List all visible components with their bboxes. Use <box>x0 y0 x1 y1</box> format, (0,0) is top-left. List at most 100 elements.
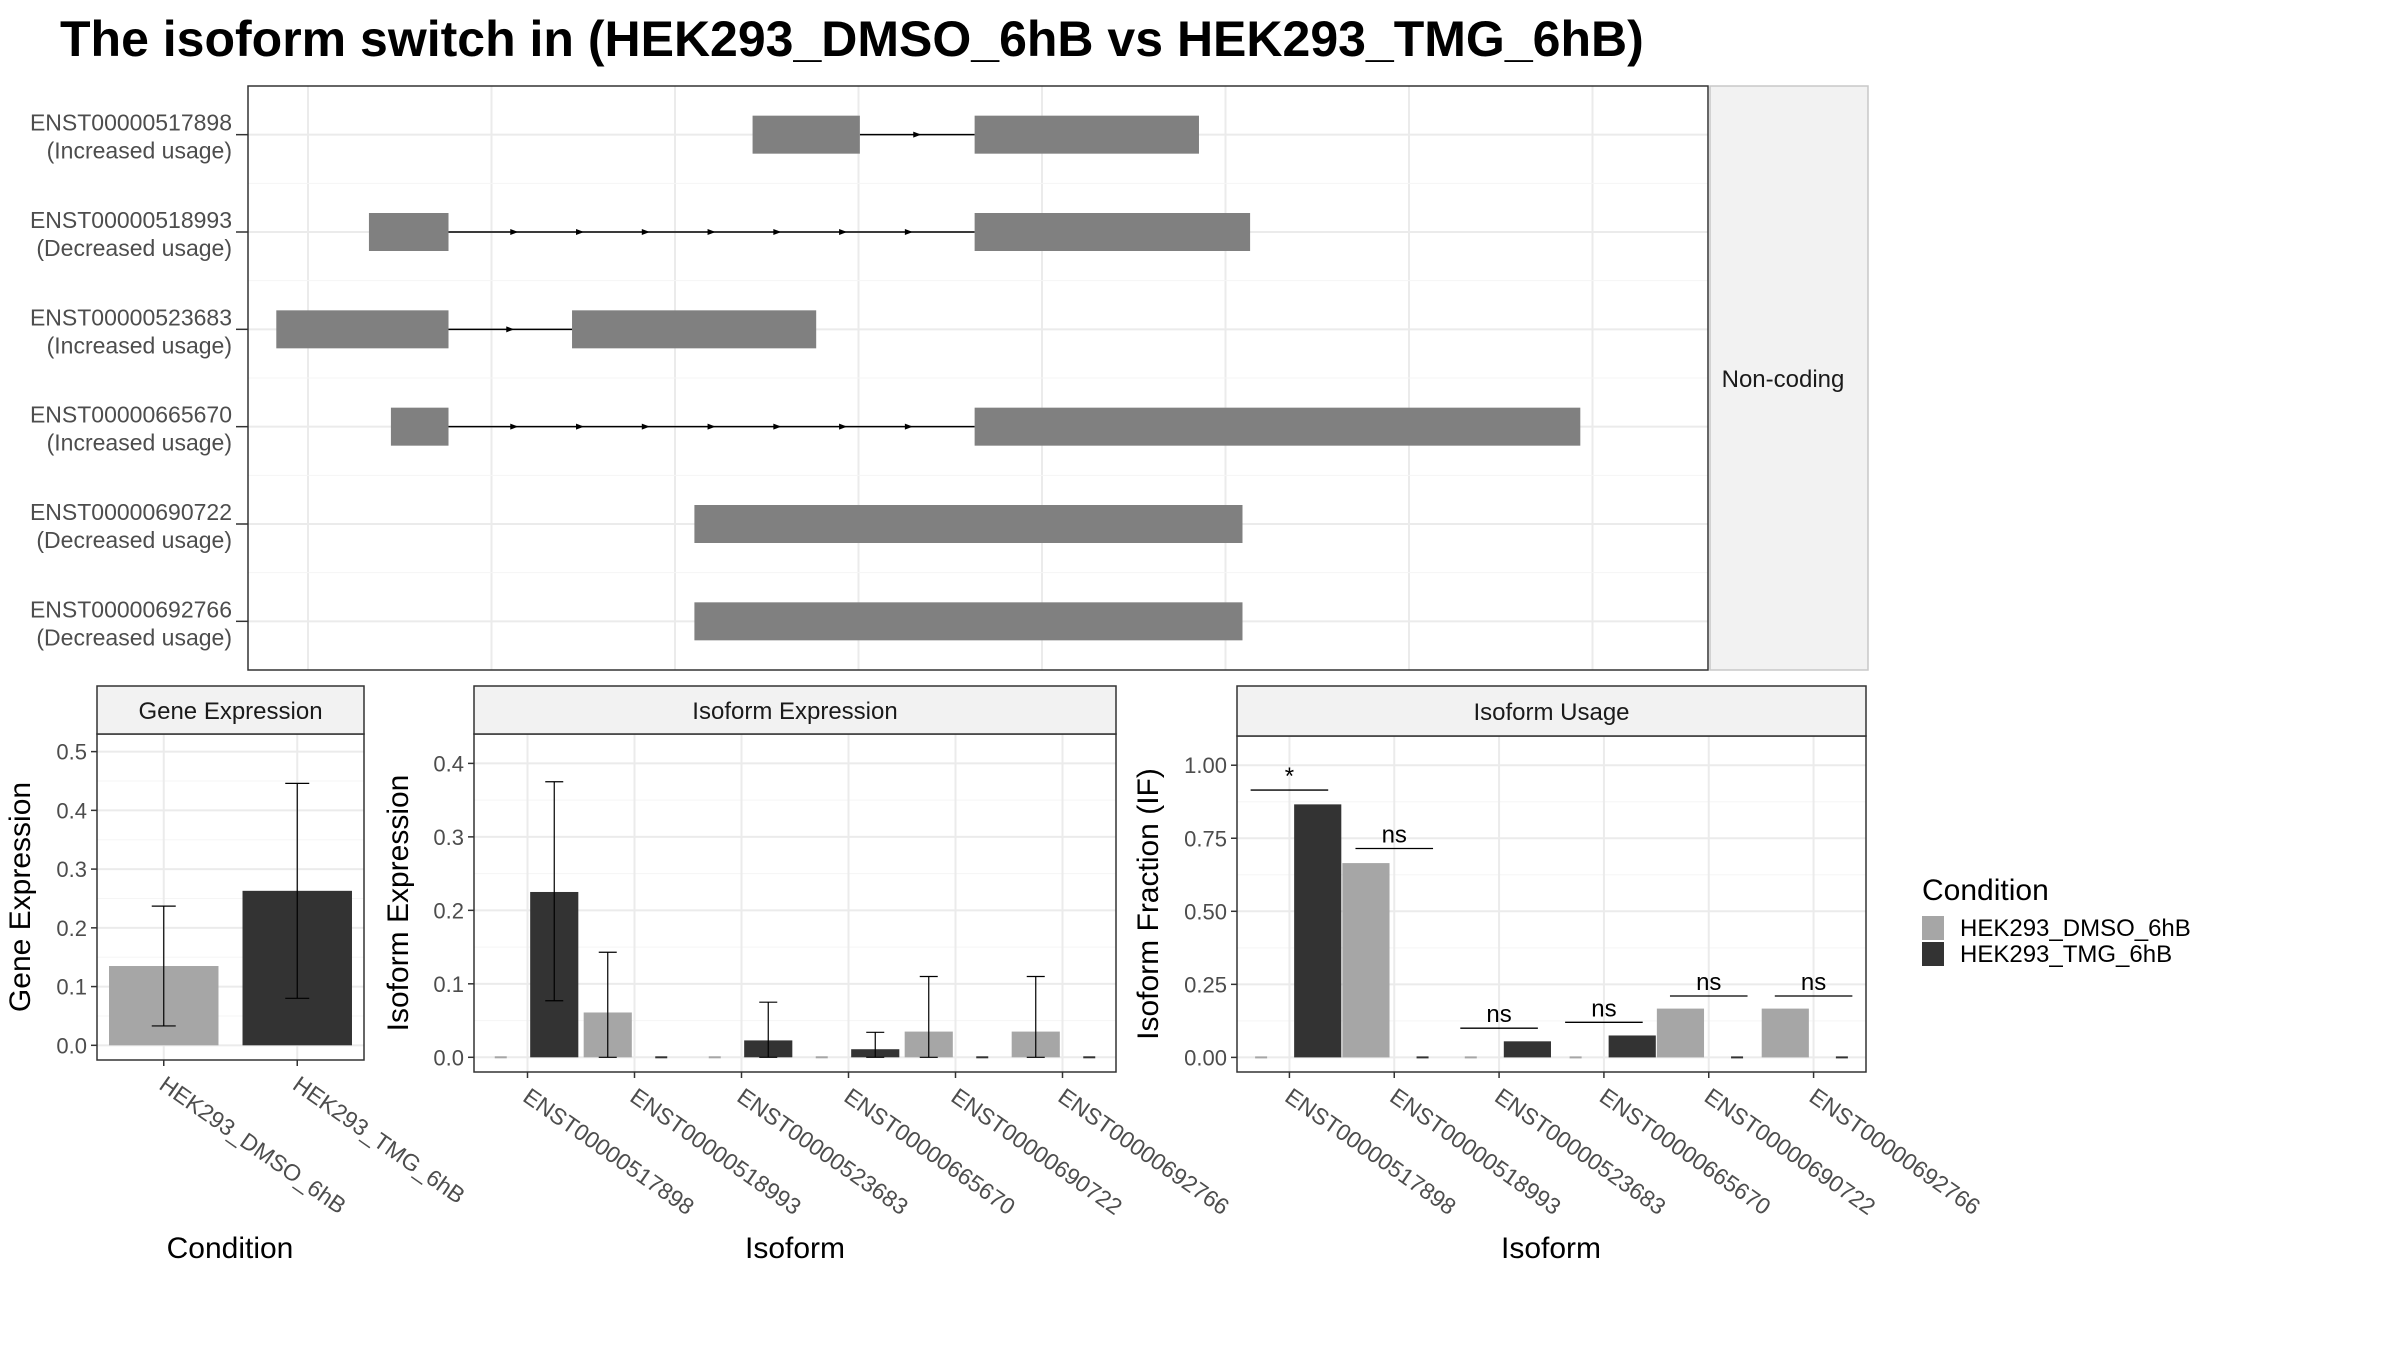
x-axis-title: Condition <box>167 1232 294 1265</box>
structure-strip-label: Non-coding <box>1722 366 1845 393</box>
facet-strip <box>96 685 365 735</box>
panel-background <box>474 734 1116 1072</box>
significance-label: ns <box>1382 821 1407 848</box>
y-axis-title: Isoform Fraction (IF) <box>1132 768 1165 1040</box>
facet-strip-label: Gene Expression <box>138 698 322 725</box>
transcript-status-label: (Decreased usage) <box>36 235 232 261</box>
intron-direction-arrow <box>707 423 716 430</box>
intron-direction-arrow <box>510 229 519 235</box>
y-axis-title: Gene Expression <box>4 782 37 1012</box>
intron-direction-arrow <box>506 326 515 333</box>
x-tick-label: ENST00000518993 <box>626 1083 806 1220</box>
y-tick-label: 0.4 <box>433 751 464 776</box>
transcript-id-label: ENST00000692766 <box>30 596 232 622</box>
bar <box>1761 1008 1809 1058</box>
y-tick-label: 0.2 <box>56 916 87 941</box>
legend-label-dmso: HEK293_DMSO_6hB <box>1960 915 2191 942</box>
exon-block <box>694 602 1243 641</box>
intron-direction-arrow <box>576 229 585 235</box>
transcript-id-label: ENST00000665670 <box>30 402 232 428</box>
intron-direction-arrow <box>510 423 519 430</box>
exon-block <box>572 310 817 349</box>
y-tick-label: 0.5 <box>56 740 87 765</box>
exon-block <box>974 407 1581 446</box>
intron-direction-arrow <box>641 423 650 430</box>
x-tick-label: ENST00000517898 <box>519 1083 699 1220</box>
x-tick-label: ENST00000665670 <box>840 1083 1020 1220</box>
transcript-status-label: (Increased usage) <box>47 430 232 456</box>
bar <box>1503 1041 1551 1058</box>
facet-strip <box>473 685 1117 735</box>
intron-direction-arrow <box>839 423 848 430</box>
panel-background <box>1237 736 1866 1072</box>
legend-key-dmso <box>1922 916 1944 940</box>
transcript-row: ENST00000518993(Decreased usage) <box>30 207 1251 261</box>
x-tick-label: ENST00000523683 <box>1490 1083 1670 1220</box>
x-tick-label: ENST00000665670 <box>1595 1083 1775 1220</box>
significance-label: ns <box>1801 969 1826 996</box>
x-tick-label: ENST00000517898 <box>1281 1083 1461 1220</box>
x-tick-label: ENST00000523683 <box>733 1083 913 1220</box>
significance-label: ns <box>1696 969 1721 996</box>
bar <box>1294 804 1342 1058</box>
x-tick-label: ENST00000692766 <box>1054 1083 1234 1220</box>
intron-direction-arrow <box>839 229 848 235</box>
exon-block <box>368 213 449 251</box>
bar <box>1342 863 1390 1058</box>
transcript-id-label: ENST00000690722 <box>30 499 232 525</box>
transcript-row: ENST00000523683(Increased usage) <box>30 304 817 358</box>
legend-key-tmg <box>1922 942 1944 966</box>
exon-block <box>390 407 449 446</box>
transcript-id-label: ENST00000523683 <box>30 304 232 330</box>
transcript-row: ENST00000665670(Increased usage) <box>30 402 1581 456</box>
intron-direction-arrow <box>707 229 716 235</box>
structure-facet-strip <box>1709 85 1869 671</box>
y-tick-label: 0.0 <box>56 1033 87 1058</box>
y-tick-label: 0.1 <box>433 972 464 997</box>
significance-label: ns <box>1486 1001 1511 1028</box>
figure-title: The isoform switch in (HEK293_DMSO_6hB v… <box>60 11 1644 67</box>
y-tick-label: 0.75 <box>1184 826 1227 851</box>
isoform-expression-panel: 0.0 0.1 0.2 0.3 0.4 Isoform Expression ENST000… <box>382 685 1234 1265</box>
condition-legend: Condition HEK293_DMSO_6hB HEK293_TMG_6hB <box>1922 874 2191 968</box>
y-axis-title: Isoform Expression <box>382 775 415 1032</box>
x-tick-label: ENST00000690722 <box>947 1083 1127 1220</box>
y-tick-label: 0.3 <box>433 825 464 850</box>
exon-block <box>974 213 1251 251</box>
transcript-row: ENST00000517898(Increased usage) <box>30 110 1199 164</box>
x-tick-label: ENST00000690722 <box>1700 1083 1880 1220</box>
isoform-usage-panel: 0.00 0.25 0.50 0.75 1.00 * ns ns ns ns ns Isoform U… <box>1132 685 1985 1265</box>
intron-direction-arrow <box>913 131 922 138</box>
legend-title: Condition <box>1922 874 2049 907</box>
facet-strip-label: Isoform Usage <box>1473 699 1629 726</box>
legend-label-tmg: HEK293_TMG_6hB <box>1960 941 2172 968</box>
y-tick-label: 0.1 <box>56 975 87 1000</box>
transcript-id-label: ENST00000517898 <box>30 110 232 136</box>
exon-block <box>694 505 1243 543</box>
transcript-status-label: (Increased usage) <box>47 138 232 164</box>
isoform-structure-panel: ENST00000517898(Increased usage)ENST0000… <box>30 85 1869 671</box>
y-tick-label: 0.50 <box>1184 899 1227 924</box>
y-tick-label: 0.00 <box>1184 1045 1227 1070</box>
x-axis-title: Isoform <box>745 1232 845 1265</box>
x-tick-label: ENST00000692766 <box>1805 1083 1985 1220</box>
intron-direction-arrow <box>904 229 913 235</box>
transcript-row: ENST00000692766(Decreased usage) <box>30 596 1243 650</box>
facet-strip-label: Isoform Expression <box>692 698 897 725</box>
intron-direction-arrow <box>641 229 650 235</box>
y-tick-label: 0.3 <box>56 857 87 882</box>
y-tick-label: 0.0 <box>433 1045 464 1070</box>
intron-direction-arrow <box>773 423 782 430</box>
significance-label: * <box>1285 763 1294 790</box>
y-tick-label: 0.2 <box>433 898 464 923</box>
transcript-status-label: (Increased usage) <box>47 332 232 358</box>
y-tick-label: 0.4 <box>56 798 87 823</box>
x-axis-title: Isoform <box>1501 1232 1601 1265</box>
exon-block <box>752 115 860 154</box>
bar <box>1608 1035 1656 1058</box>
x-tick-label: ENST00000518993 <box>1385 1083 1565 1220</box>
y-tick-label: 0.25 <box>1184 972 1227 997</box>
significance-label: ns <box>1591 995 1616 1022</box>
facet-strip <box>1236 685 1867 737</box>
